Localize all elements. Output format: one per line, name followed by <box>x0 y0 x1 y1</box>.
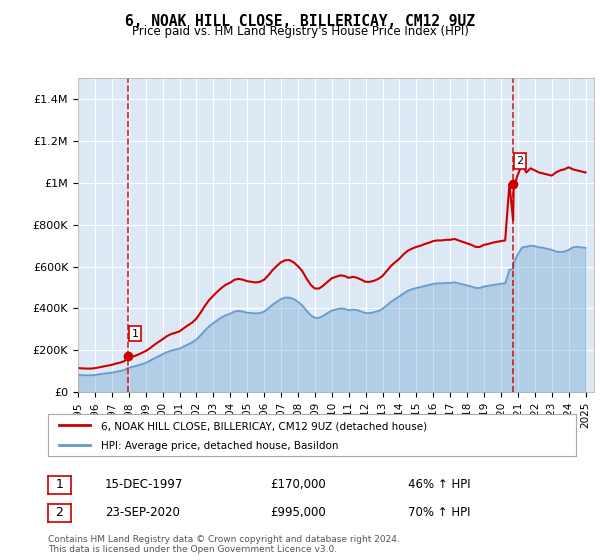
Text: 1: 1 <box>55 478 64 492</box>
Text: £170,000: £170,000 <box>270 478 326 491</box>
Text: 1: 1 <box>131 329 139 339</box>
Text: 6, NOAK HILL CLOSE, BILLERICAY, CM12 9UZ: 6, NOAK HILL CLOSE, BILLERICAY, CM12 9UZ <box>125 14 475 29</box>
Text: 6, NOAK HILL CLOSE, BILLERICAY, CM12 9UZ (detached house): 6, NOAK HILL CLOSE, BILLERICAY, CM12 9UZ… <box>101 421 427 431</box>
Text: 2: 2 <box>517 156 524 166</box>
Text: £995,000: £995,000 <box>270 506 326 519</box>
Text: Contains HM Land Registry data © Crown copyright and database right 2024.
This d: Contains HM Land Registry data © Crown c… <box>48 535 400 554</box>
Text: HPI: Average price, detached house, Basildon: HPI: Average price, detached house, Basi… <box>101 441 338 451</box>
Text: 70% ↑ HPI: 70% ↑ HPI <box>408 506 470 519</box>
Text: 15-DEC-1997: 15-DEC-1997 <box>105 478 184 491</box>
Text: 23-SEP-2020: 23-SEP-2020 <box>105 506 180 519</box>
Text: Price paid vs. HM Land Registry's House Price Index (HPI): Price paid vs. HM Land Registry's House … <box>131 25 469 38</box>
Text: 46% ↑ HPI: 46% ↑ HPI <box>408 478 470 491</box>
Text: 2: 2 <box>55 506 64 520</box>
